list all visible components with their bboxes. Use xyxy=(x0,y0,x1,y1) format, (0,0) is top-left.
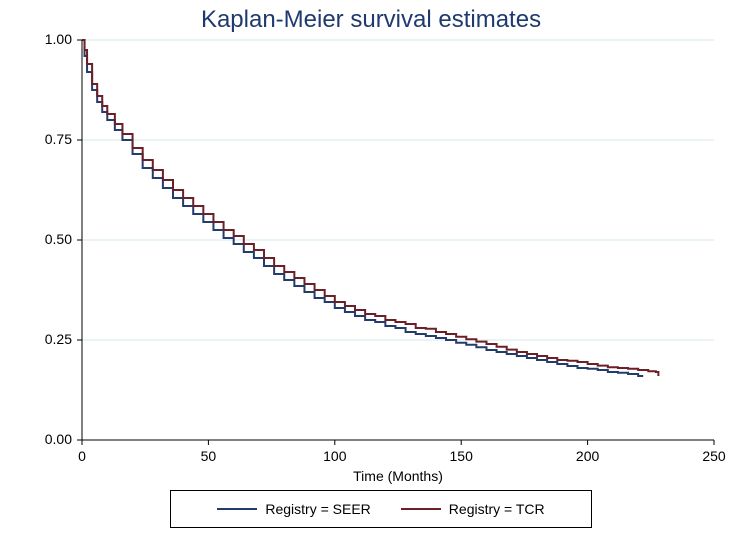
xtick-label: 200 xyxy=(576,448,599,464)
legend-label-seer: Registry = SEER xyxy=(265,501,370,517)
legend-swatch-seer xyxy=(217,508,257,510)
xtick-label: 250 xyxy=(702,448,725,464)
xtick-label: 50 xyxy=(201,448,217,464)
legend-label-tcr: Registry = TCR xyxy=(449,501,545,517)
legend-item-seer: Registry = SEER xyxy=(217,501,370,517)
km-plot-svg xyxy=(82,40,714,440)
legend: Registry = SEER Registry = TCR xyxy=(170,490,592,528)
x-axis-label: Time (Months) xyxy=(82,468,714,484)
ytick-label: 0.75 xyxy=(34,131,72,147)
ytick-label: 0.00 xyxy=(34,431,72,447)
xtick-label: 0 xyxy=(78,448,86,464)
ytick-label: 0.25 xyxy=(34,331,72,347)
xtick-label: 150 xyxy=(450,448,473,464)
chart-container: Kaplan-Meier survival estimates Time (Mo… xyxy=(0,0,742,546)
ytick-label: 1.00 xyxy=(34,31,72,47)
legend-item-tcr: Registry = TCR xyxy=(401,501,545,517)
chart-title: Kaplan-Meier survival estimates xyxy=(0,6,742,34)
ytick-label: 0.50 xyxy=(34,231,72,247)
xtick-label: 100 xyxy=(323,448,346,464)
legend-swatch-tcr xyxy=(401,508,441,510)
